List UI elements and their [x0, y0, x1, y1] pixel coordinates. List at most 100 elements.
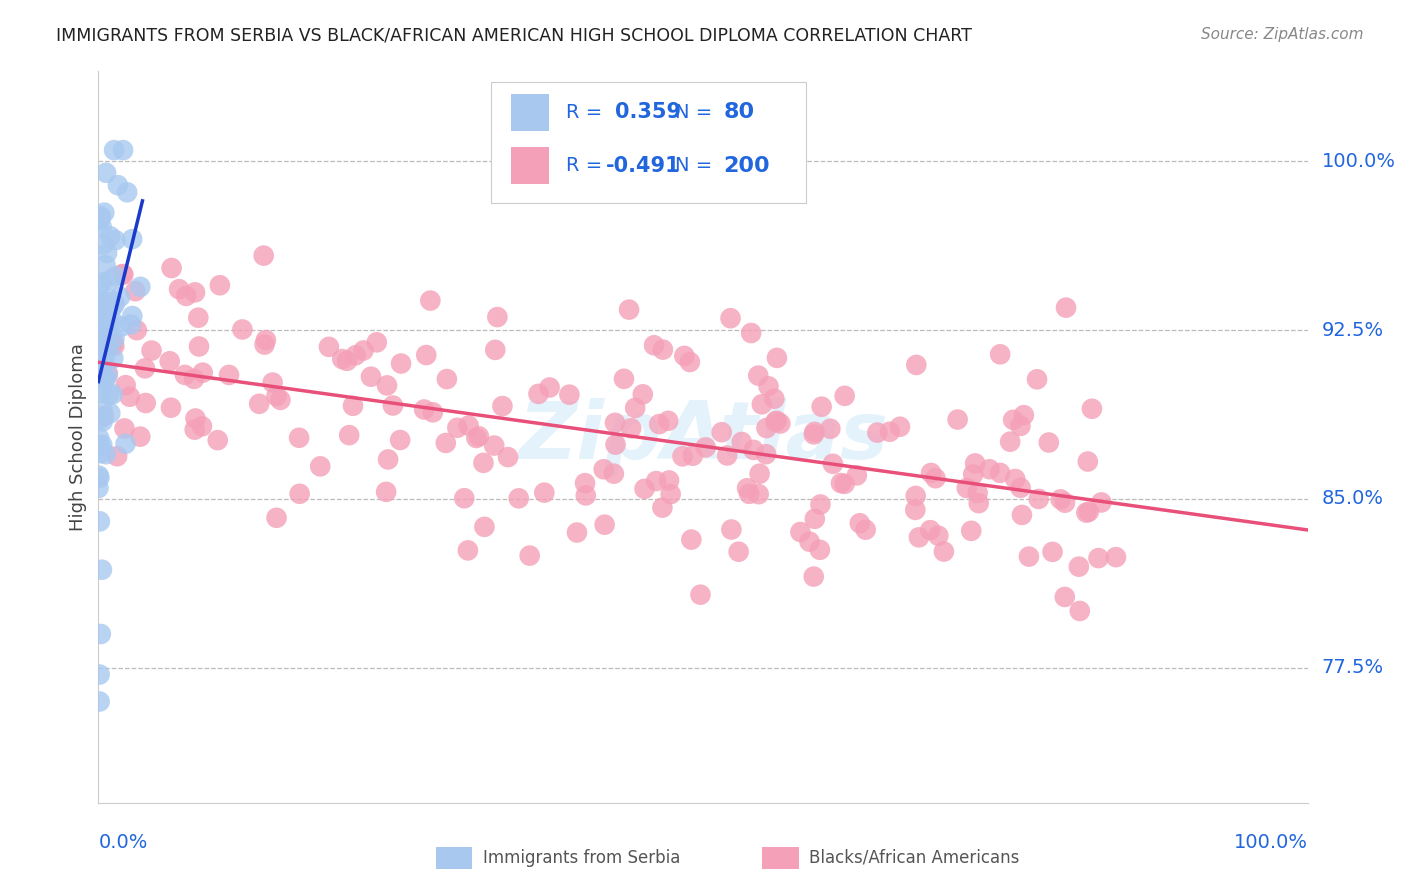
- Point: [689, 588, 711, 602]
- Point: [960, 524, 983, 538]
- Point: [96, 368, 118, 383]
- Point: [114, 437, 136, 451]
- Point: [103, 332, 125, 346]
- Point: [121, 232, 143, 246]
- Point: [90, 358, 112, 372]
- FancyBboxPatch shape: [510, 94, 550, 130]
- Point: [134, 361, 156, 376]
- Point: [89, 300, 111, 314]
- Point: [763, 392, 786, 406]
- Point: [89, 471, 111, 485]
- Point: [184, 285, 207, 300]
- Point: [360, 369, 382, 384]
- Point: [962, 467, 984, 482]
- Point: [651, 343, 673, 357]
- Point: [98, 292, 121, 306]
- Point: [337, 428, 360, 442]
- Point: [821, 457, 844, 471]
- Point: [375, 484, 398, 499]
- Point: [751, 397, 773, 411]
- Point: [93, 310, 115, 325]
- Point: [1012, 408, 1035, 422]
- Point: [633, 482, 655, 496]
- Text: N =: N =: [675, 103, 718, 122]
- Point: [803, 427, 825, 442]
- Point: [89, 373, 111, 387]
- Text: 0.0%: 0.0%: [98, 833, 148, 853]
- Point: [1018, 549, 1040, 564]
- Point: [309, 459, 332, 474]
- Point: [695, 441, 717, 455]
- Point: [496, 450, 519, 464]
- Point: [643, 338, 665, 352]
- Point: [648, 417, 671, 431]
- Point: [159, 354, 181, 368]
- Text: R =: R =: [567, 103, 609, 122]
- Point: [91, 237, 114, 252]
- Point: [381, 399, 404, 413]
- Point: [710, 425, 733, 440]
- Point: [465, 431, 488, 445]
- Point: [810, 400, 832, 414]
- Point: [1077, 505, 1099, 519]
- Text: 92.5%: 92.5%: [1322, 321, 1384, 340]
- Point: [679, 355, 702, 369]
- Point: [183, 372, 205, 386]
- Point: [803, 569, 825, 583]
- Point: [720, 523, 742, 537]
- Point: [415, 348, 437, 362]
- Point: [266, 389, 288, 403]
- Point: [920, 523, 942, 537]
- Point: [115, 186, 138, 200]
- Point: [191, 419, 214, 434]
- Point: [91, 403, 114, 417]
- Point: [336, 354, 359, 368]
- Point: [97, 367, 120, 381]
- Point: [101, 314, 124, 328]
- Point: [533, 485, 555, 500]
- Point: [920, 466, 942, 480]
- Point: [765, 415, 787, 429]
- Point: [755, 447, 778, 461]
- Point: [191, 366, 214, 380]
- Point: [808, 542, 831, 557]
- Point: [94, 166, 117, 180]
- Point: [1026, 372, 1049, 386]
- Point: [845, 468, 868, 483]
- Point: [592, 462, 614, 476]
- Point: [1028, 491, 1050, 506]
- Point: [135, 396, 157, 410]
- Point: [671, 450, 693, 464]
- Point: [93, 409, 115, 424]
- Point: [1004, 472, 1026, 486]
- Point: [174, 368, 197, 382]
- Point: [927, 529, 949, 543]
- Text: 100.0%: 100.0%: [1322, 152, 1396, 171]
- FancyBboxPatch shape: [492, 82, 806, 203]
- Point: [748, 487, 770, 501]
- Point: [1054, 301, 1077, 315]
- Point: [965, 457, 987, 471]
- Point: [87, 317, 110, 331]
- Point: [231, 322, 253, 336]
- Point: [103, 351, 125, 366]
- Point: [253, 249, 276, 263]
- Point: [90, 211, 112, 225]
- Point: [620, 421, 643, 435]
- Point: [1038, 435, 1060, 450]
- Point: [1105, 550, 1128, 565]
- Point: [112, 143, 135, 157]
- Point: [830, 476, 852, 491]
- Point: [1010, 419, 1032, 434]
- Point: [389, 357, 412, 371]
- Point: [484, 439, 506, 453]
- Point: [318, 340, 340, 354]
- Text: 85.0%: 85.0%: [1322, 490, 1384, 508]
- Point: [810, 498, 832, 512]
- Point: [436, 372, 458, 386]
- Point: [207, 433, 229, 447]
- Text: Blacks/African Americans: Blacks/African Americans: [810, 848, 1019, 867]
- Point: [1011, 508, 1033, 522]
- Point: [1053, 590, 1076, 604]
- Point: [94, 258, 117, 272]
